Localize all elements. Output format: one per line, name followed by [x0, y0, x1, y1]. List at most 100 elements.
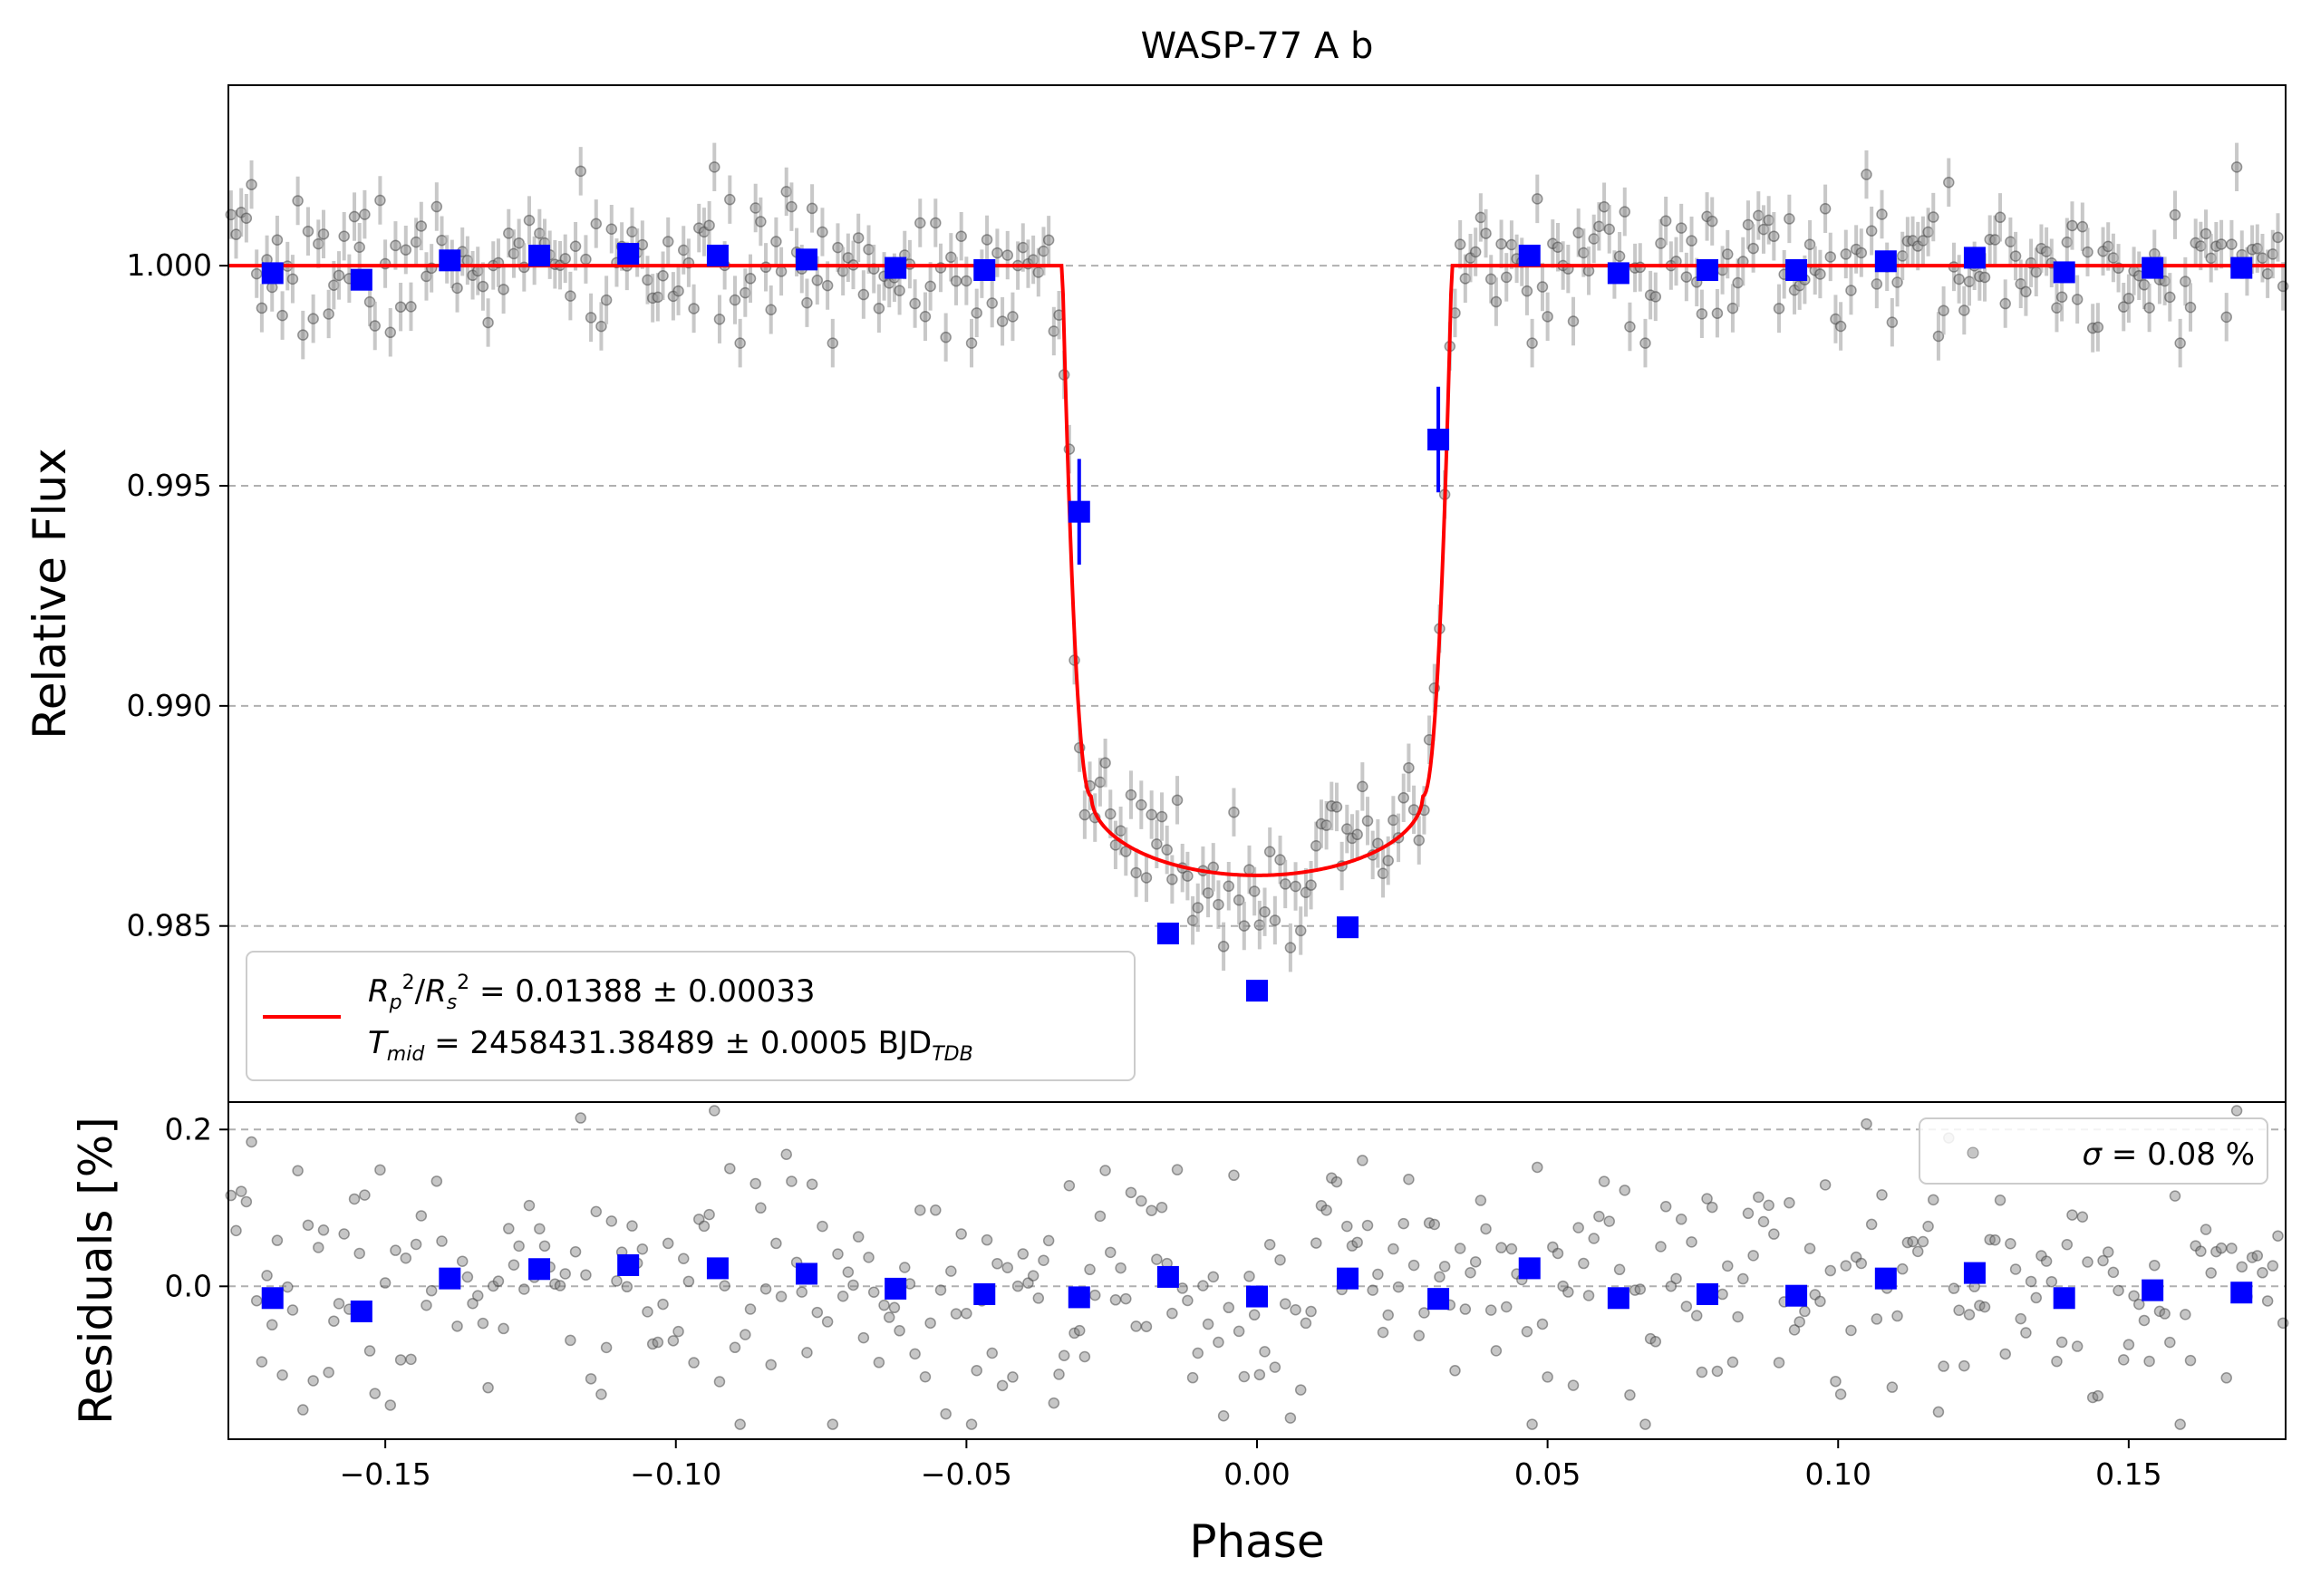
flux-point: [2200, 227, 2212, 240]
flux-point: [981, 234, 993, 246]
x-tick-label: −0.10: [630, 1456, 721, 1492]
x-tick-label: −0.05: [921, 1456, 1012, 1492]
residual-point: [1418, 1307, 1430, 1319]
residual-point: [1886, 1381, 1899, 1393]
residual-point: [996, 1379, 1009, 1392]
residual-point: [1109, 1294, 1122, 1306]
residual-point: [2200, 1224, 2212, 1235]
residual-point: [724, 1163, 736, 1175]
residual-point: [266, 1319, 278, 1331]
residual-point: [1948, 1282, 1960, 1294]
residual-point: [1361, 1219, 1374, 1232]
legend-sigma: σ = 0.08 %: [2083, 1137, 2255, 1173]
flux-point: [590, 218, 603, 230]
residual-point: [1027, 1270, 1039, 1282]
residual-point: [1649, 1336, 1662, 1348]
flux-point: [1711, 307, 1724, 319]
residual-point: [1454, 1243, 1466, 1254]
residual-ytick-label: 0.2: [165, 1111, 212, 1146]
residual-point: [1382, 1309, 1394, 1321]
flux-point: [1140, 872, 1153, 884]
flux-point: [924, 280, 936, 293]
residual-point: [2138, 1314, 2151, 1327]
sigma-legend: σ = 0.08 %: [1919, 1117, 2268, 1185]
residual-point: [1803, 1243, 1816, 1254]
residual-point: [806, 1178, 818, 1190]
residual-point: [415, 1210, 428, 1222]
flux-point: [2226, 238, 2238, 250]
residual-point: [2220, 1372, 2232, 1384]
flux-point: [359, 208, 371, 220]
flux-point: [1294, 924, 1307, 937]
binned-residual: [1427, 1288, 1450, 1311]
fit-legend: Rp2/Rs2 = 0.01388 ± 0.00033 Tmid = 24584…: [246, 951, 1136, 1081]
residual-point: [1140, 1320, 1153, 1332]
flux-point: [1217, 941, 1230, 953]
residual-point: [811, 1306, 824, 1319]
residual-point: [755, 1202, 767, 1214]
residual-point: [1907, 1235, 1919, 1248]
flux-point: [1357, 780, 1368, 793]
binned-point: [1246, 980, 1268, 1002]
residual-point: [1706, 1201, 1718, 1214]
flux-point: [1819, 203, 1832, 215]
residual-point: [384, 1399, 397, 1411]
residual-point: [503, 1223, 515, 1234]
residual-point: [894, 1325, 905, 1337]
residual-point: [328, 1315, 340, 1327]
residual-point: [1830, 1375, 1842, 1388]
residual-point: [394, 1354, 407, 1366]
residual-point: [1896, 1262, 1909, 1275]
residual-point: [1413, 1330, 1426, 1341]
residual-point: [523, 1199, 536, 1212]
residual-point: [1978, 1301, 1991, 1313]
x-tick-label: 0.10: [1805, 1456, 1871, 1492]
flux-point: [1151, 838, 1163, 850]
residual-point: [1536, 1318, 1549, 1330]
residual-point: [425, 1284, 438, 1297]
residual-point: [1001, 1262, 1014, 1273]
residual-point: [492, 1275, 505, 1287]
residual-point: [605, 1215, 618, 1227]
residual-point: [1567, 1379, 1580, 1391]
residual-point: [836, 1291, 849, 1302]
residual-point: [1248, 1309, 1261, 1321]
residual-point: [2174, 1418, 2186, 1430]
flux-point: [1865, 225, 1878, 237]
flux-point: [1603, 223, 1615, 236]
residual-point: [934, 1284, 947, 1296]
flux-point: [1259, 905, 1271, 918]
residual-point: [2261, 1295, 2274, 1307]
binned-point: [885, 256, 907, 279]
flux-point: [1490, 295, 1503, 308]
residual-point: [1403, 1173, 1415, 1185]
residual-point: [302, 1219, 314, 1232]
residual-point: [565, 1334, 576, 1347]
residual-point: [1068, 1327, 1080, 1340]
flux-point: [2055, 291, 2068, 303]
flux-point: [724, 193, 736, 206]
flux-point: [1861, 169, 1872, 180]
residual-point: [1788, 1324, 1801, 1336]
flux-point: [605, 223, 618, 236]
residual-point: [919, 1371, 932, 1383]
residual-point: [430, 1175, 443, 1187]
flux-point: [317, 228, 330, 240]
residual-point: [2149, 1259, 2161, 1272]
flux-point: [405, 301, 417, 313]
flux-point: [1469, 246, 1482, 258]
residual-point: [1938, 1360, 1949, 1372]
flux-point: [246, 179, 257, 190]
residual-point: [780, 1148, 792, 1160]
y-axis-title-flux: Relative Flux: [24, 448, 76, 739]
residual-point: [1834, 1388, 1847, 1400]
residual-point: [991, 1258, 1003, 1270]
residual-point: [323, 1366, 334, 1378]
residual-point: [759, 1282, 772, 1295]
flux-point: [1228, 806, 1240, 818]
flux-point: [1248, 885, 1261, 897]
flux-point: [1042, 234, 1055, 247]
flux-point: [1233, 894, 1245, 906]
residual-point: [1603, 1215, 1615, 1227]
residual-point: [621, 1281, 633, 1293]
